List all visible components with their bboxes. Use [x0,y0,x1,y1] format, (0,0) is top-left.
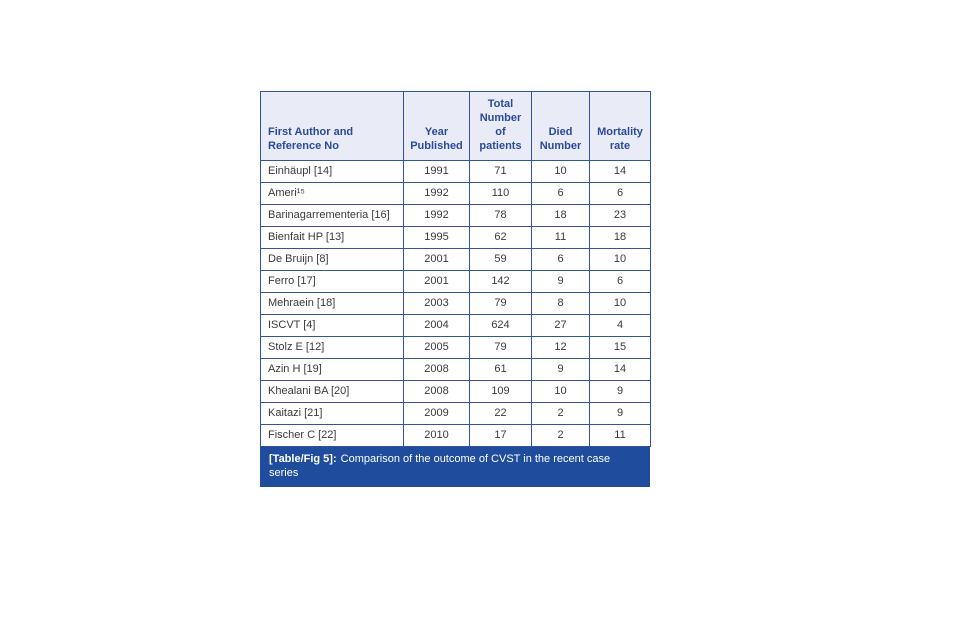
cell-year: 2001 [403,270,470,293]
table-row: Kaitazi [21] 2009 22 2 9 [260,402,651,425]
cell-author: Barinagarrementeria [16] [260,204,404,227]
cell-died: 9 [531,270,590,293]
table-row: Azin H [19] 2008 61 9 14 [260,358,651,381]
cell-died: 6 [531,248,590,271]
cell-year: 2008 [403,380,470,403]
cell-author: Kaitazi [21] [260,402,404,425]
cell-mortality: 11 [589,424,651,447]
cell-year: 2005 [403,336,470,359]
table-figure: First Author and Reference No Year Publi… [260,91,651,487]
cell-year: 2001 [403,248,470,271]
cell-author: Fischer C [22] [260,424,404,447]
cell-died: 8 [531,292,590,315]
cell-year: 1991 [403,160,470,183]
table-row: ISCVT [4] 2004 624 27 4 [260,314,651,337]
header-first-author: First Author and Reference No [260,91,404,161]
cell-year: 2004 [403,314,470,337]
cell-year: 1992 [403,204,470,227]
cell-total-patients: 78 [469,204,532,227]
header-row: First Author and Reference No Year Publi… [260,91,651,161]
cell-died: 2 [531,424,590,447]
cell-mortality: 15 [589,336,651,359]
cell-died: 27 [531,314,590,337]
cell-total-patients: 22 [469,402,532,425]
cell-died: 10 [531,160,590,183]
cell-mortality: 4 [589,314,651,337]
cell-author: Mehraein [18] [260,292,404,315]
table-row: Bienfait HP [13] 1995 62 11 18 [260,226,651,249]
header-died-number: Died Number [531,91,590,161]
cell-died: 9 [531,358,590,381]
cell-author: Einhäupl [14] [260,160,404,183]
header-total-patients: Total Number of patients [469,91,532,161]
table-row: Barinagarrementeria [16] 1992 78 18 23 [260,204,651,227]
cell-total-patients: 61 [469,358,532,381]
cell-mortality: 9 [589,380,651,403]
cell-author: Ameri¹⁵ [260,182,404,205]
cell-year: 2010 [403,424,470,447]
figure-caption: [Table/Fig 5]: Comparison of the outcome … [260,447,650,487]
cell-died: 2 [531,402,590,425]
header-year-published: Year Published [403,91,470,161]
cell-total-patients: 142 [469,270,532,293]
cell-total-patients: 624 [469,314,532,337]
cell-mortality: 10 [589,292,651,315]
cell-author: Bienfait HP [13] [260,226,404,249]
cell-total-patients: 62 [469,226,532,249]
cell-year: 2003 [403,292,470,315]
cell-total-patients: 71 [469,160,532,183]
cell-mortality: 6 [589,182,651,205]
cell-year: 2008 [403,358,470,381]
table-row: Ameri¹⁵ 1992 110 6 6 [260,182,651,205]
cell-author: Azin H [19] [260,358,404,381]
table-row: Stolz E [12] 2005 79 12 15 [260,336,651,359]
cell-total-patients: 79 [469,292,532,315]
cell-author: De Bruijn [8] [260,248,404,271]
cell-year: 1992 [403,182,470,205]
table-row: Einhäupl [14] 1991 71 10 14 [260,160,651,183]
cell-died: 18 [531,204,590,227]
cell-mortality: 14 [589,160,651,183]
cell-author: Ferro [17] [260,270,404,293]
cell-total-patients: 110 [469,182,532,205]
caption-label: [Table/Fig 5]: [269,453,337,465]
cell-year: 1995 [403,226,470,249]
cell-died: 6 [531,182,590,205]
cell-year: 2009 [403,402,470,425]
cell-died: 11 [531,226,590,249]
cell-total-patients: 59 [469,248,532,271]
table-row: Fischer C [22] 2010 17 2 11 [260,424,651,447]
cell-mortality: 9 [589,402,651,425]
table-row: Khealani BA [20] 2008 109 10 9 [260,380,651,403]
table-row: Ferro [17] 2001 142 9 6 [260,270,651,293]
cell-total-patients: 79 [469,336,532,359]
cell-mortality: 23 [589,204,651,227]
cell-mortality: 6 [589,270,651,293]
cell-mortality: 14 [589,358,651,381]
cell-mortality: 10 [589,248,651,271]
cell-author: Stolz E [12] [260,336,404,359]
cell-author: Khealani BA [20] [260,380,404,403]
header-mortality-rate: Mortality rate [589,91,651,161]
table-row: De Bruijn [8] 2001 59 6 10 [260,248,651,271]
cell-total-patients: 17 [469,424,532,447]
table-row: Mehraein [18] 2003 79 8 10 [260,292,651,315]
cell-mortality: 18 [589,226,651,249]
cell-died: 10 [531,380,590,403]
cell-author: ISCVT [4] [260,314,404,337]
caption-text: Comparison of the outcome of CVST in the… [269,453,611,479]
cell-total-patients: 109 [469,380,532,403]
cell-died: 12 [531,336,590,359]
cvst-outcome-table: First Author and Reference No Year Publi… [260,91,651,447]
